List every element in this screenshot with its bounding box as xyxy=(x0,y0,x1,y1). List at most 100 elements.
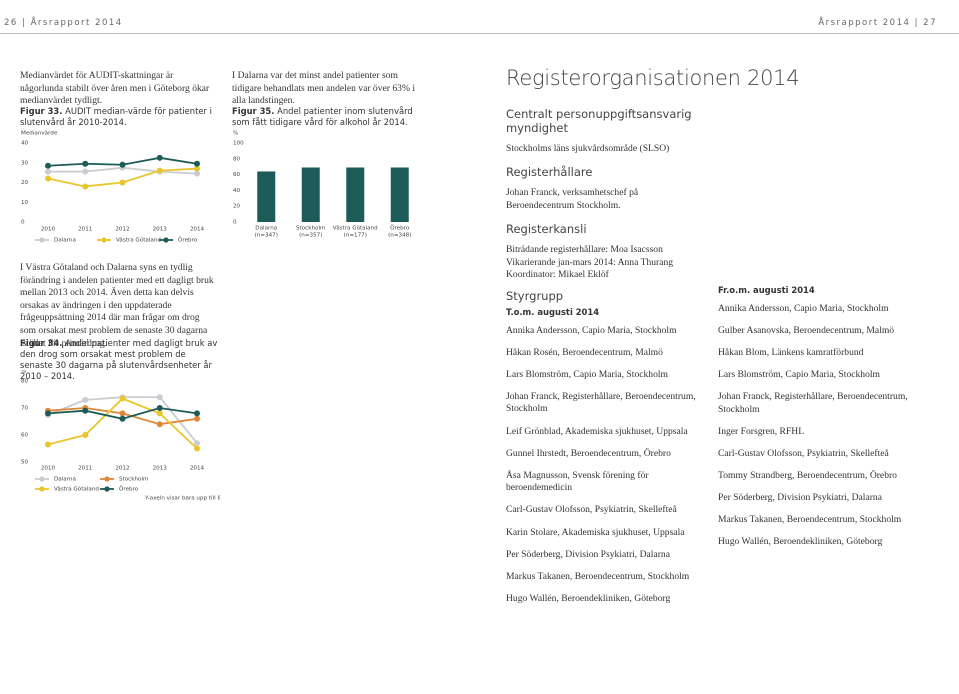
y-tick-label: 60 xyxy=(21,433,29,439)
figure-caption: Figur 35. Andel patienter inom slutenvår… xyxy=(232,106,422,128)
x-tick-label: 2011 xyxy=(78,227,93,233)
bar xyxy=(346,167,365,222)
point xyxy=(119,395,126,402)
y-tick-label: 0 xyxy=(21,220,25,226)
section-line: Stockholms läns sjukvårdsområde (SLSO) xyxy=(506,143,670,154)
styrgrupp-column: Fr.o.m. augusti 2014 Annika Andersson, Ca… xyxy=(718,284,928,558)
x-tick-label: 2013 xyxy=(153,466,168,472)
point xyxy=(194,440,200,447)
figure-caption: Figur 34. Andel patienter med dagligt br… xyxy=(20,338,220,382)
point xyxy=(119,161,126,168)
period: Fr.o.m. augusti 2014 xyxy=(718,285,815,295)
legend-marker xyxy=(104,486,110,492)
x-tick-label: 2012 xyxy=(115,466,129,472)
figure-title: Andel patienter inom slutenvård som fått… xyxy=(232,106,413,127)
legend-label: Västra Götaland xyxy=(54,487,99,493)
member: Annika Andersson, Capio Maria, Stockholm xyxy=(506,324,677,336)
member: Johan Franck, Registerhållare, Beroendec… xyxy=(718,390,908,415)
y-axis-label: % xyxy=(233,131,238,137)
x-tick-label: 2014 xyxy=(190,227,205,233)
org-section: Registerhållare Johan Franck, verksamhets… xyxy=(506,165,706,212)
x-tick-note: (n=357) xyxy=(299,233,322,239)
org-title: Registerorganisationen 2014 xyxy=(506,66,800,90)
member: Leif Grönblad, Akademiska sjukhuset, Upp… xyxy=(506,425,688,437)
point xyxy=(194,445,200,452)
member: Lars Blomström, Capio Maria, Stockholm xyxy=(718,368,881,380)
x-tick-label: 2012 xyxy=(115,227,129,233)
point xyxy=(194,170,200,177)
figure-label: Figur 35. xyxy=(232,106,275,116)
figure-title: AUDIT median-värde för patienter i slute… xyxy=(20,106,212,127)
section-heading: Styrgrupp xyxy=(506,289,564,303)
y-axis-label: Medianvärde xyxy=(21,131,58,137)
point xyxy=(45,162,51,169)
styrgrupp-column: T.o.m. augusti 2014 Annika Andersson, Cap… xyxy=(506,306,701,615)
y-tick-label: 20 xyxy=(21,180,29,186)
section-heading: Centralt personuppgiftsansvarig myndighe… xyxy=(506,107,692,135)
bar xyxy=(301,167,320,222)
section-line: Biträdande registerhållare: Moa Isacsson xyxy=(506,244,663,255)
y-tick-label: 80 xyxy=(233,156,241,162)
y-tick-label: 60 xyxy=(233,172,241,178)
member: Markus Takanen, Beroendecentrum, Stockho… xyxy=(506,570,690,582)
figure-caption: Figur 33. AUDIT median-värde för patient… xyxy=(20,106,220,128)
legend-label: Dalarna xyxy=(54,477,76,483)
y-tick-label: 0 xyxy=(233,220,237,226)
point xyxy=(119,410,126,417)
member: Hugo Wallén, Beroendekliniken, Göteborg xyxy=(718,536,883,548)
point xyxy=(156,421,163,428)
member: Per Söderberg, Division Psykiatri, Dalar… xyxy=(506,548,670,560)
x-tick-label: Örebro xyxy=(390,225,410,232)
section-heading: Registerhållare xyxy=(506,165,593,179)
figure-title: Andel patienter med dagligt bruk av den … xyxy=(20,338,218,381)
y-tick-label: 40 xyxy=(21,141,29,147)
x-tick-note: (n=177) xyxy=(344,233,367,239)
member: Gulber Asanovska, Beroendecentrum, Malmö xyxy=(718,324,895,336)
y-tick-label: 70 xyxy=(21,406,29,412)
figure-label: Figur 33. xyxy=(20,106,63,116)
header-left: 26 | Årsrapport 2014 xyxy=(4,18,123,28)
member: Johan Franck, Registerhållare, Beroendec… xyxy=(506,390,696,415)
x-tick-note: (n=348) xyxy=(388,233,411,239)
x-tick-note: (n=347) xyxy=(255,233,278,239)
chart: % 50 60 70 80 2010 2011 2012 2013 2014 Dalarna Stoc… xyxy=(21,370,220,502)
period: T.o.m. augusti 2014 xyxy=(506,307,600,317)
member: Hugo Wallén, Beroendekliniken, Göteborg xyxy=(506,592,671,604)
org-section: Centralt personuppgiftsansvarig myndighe… xyxy=(506,107,706,156)
legend-label: Örebro xyxy=(178,237,198,244)
legend-label: Stockholm xyxy=(119,477,148,483)
figure-label: Figur 34. xyxy=(20,338,63,348)
point xyxy=(156,154,163,161)
point xyxy=(156,410,163,417)
left-intro: Medianvärdet för AUDIT-skattningar är nå… xyxy=(20,70,210,107)
point xyxy=(119,415,126,422)
point xyxy=(82,168,89,175)
left-paragraph: I Västra Götaland och Dalarna syns en ty… xyxy=(20,262,214,349)
point xyxy=(194,160,200,167)
section-line: Johan Franck, verksamhetschef på Beroend… xyxy=(506,187,639,211)
point xyxy=(82,407,89,414)
member: Annika Andersson, Capio Maria, Stockholm xyxy=(718,302,889,314)
x-tick-label: Västra Götaland xyxy=(333,226,378,232)
point xyxy=(45,175,51,182)
legend-label: Örebro xyxy=(119,486,139,493)
legend-marker xyxy=(101,237,107,243)
point xyxy=(45,441,51,448)
point xyxy=(156,394,163,401)
chart-note: Y-axeln visar bara upp till 80%. xyxy=(144,496,220,502)
x-tick-label: Stockholm xyxy=(296,226,325,232)
y-tick-label: 20 xyxy=(233,204,241,210)
section-line: Koordinator: Mikael Eklöf xyxy=(506,269,609,281)
x-tick-label: 2010 xyxy=(41,227,56,233)
member: Tommy Strandberg, Beroendecentrum, Örebr… xyxy=(718,469,897,481)
legend-label: Västra Götaland xyxy=(116,238,161,244)
section-heading: Registerkansli xyxy=(506,222,587,236)
org-section: Registerkansli Biträdande registerhållare… xyxy=(506,222,706,282)
header-rule xyxy=(0,33,959,34)
x-tick-label: 2014 xyxy=(190,466,205,472)
legend-marker xyxy=(163,237,169,243)
member: Lars Blomström, Capio Maria, Stockholm xyxy=(506,368,669,380)
point xyxy=(156,405,163,411)
y-tick-label: 100 xyxy=(233,141,244,147)
